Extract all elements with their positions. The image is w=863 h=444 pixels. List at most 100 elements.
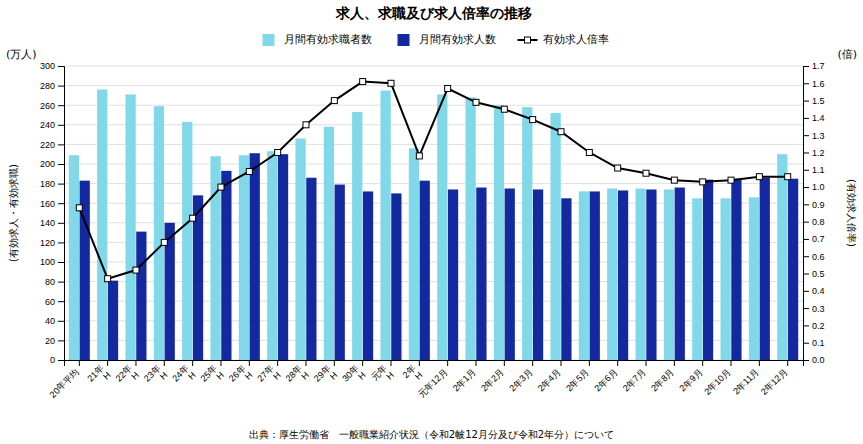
tick: 2年2月 bbox=[479, 360, 506, 393]
tick-label: 0.0 bbox=[812, 355, 825, 365]
marker bbox=[615, 165, 621, 171]
bar bbox=[590, 191, 600, 360]
tick: 元年12月 bbox=[416, 360, 449, 400]
bar bbox=[108, 281, 118, 360]
tick-label: 180 bbox=[40, 179, 55, 189]
tick-mark bbox=[58, 105, 64, 106]
tick: 240 bbox=[40, 120, 64, 130]
tick-label: 27年H bbox=[255, 363, 283, 391]
tick: 22年H bbox=[114, 360, 142, 391]
marker bbox=[105, 276, 111, 282]
tick-label: 23年H bbox=[142, 363, 170, 391]
tick: 280 bbox=[40, 81, 64, 91]
tick-mark bbox=[803, 152, 809, 153]
tick-label: 0.1 bbox=[812, 338, 825, 348]
bar bbox=[703, 180, 713, 360]
bar bbox=[731, 179, 741, 360]
tick: 40 bbox=[45, 316, 64, 326]
bar bbox=[646, 189, 656, 360]
grid-line bbox=[64, 144, 803, 145]
tick: 0.2 bbox=[803, 321, 825, 331]
tick-label: 0.3 bbox=[812, 303, 825, 313]
tick-label: 0.5 bbox=[812, 269, 825, 279]
tick-mark bbox=[362, 360, 363, 366]
tick: 24年H bbox=[170, 360, 198, 391]
tick: 1.6 bbox=[803, 79, 825, 89]
grid-line bbox=[64, 340, 803, 341]
tick: 1.4 bbox=[803, 113, 825, 123]
tick-label: 2年6月 bbox=[592, 367, 619, 394]
tick-label: 1.4 bbox=[812, 113, 825, 123]
axis-domain bbox=[804, 67, 810, 361]
tick-mark bbox=[447, 360, 448, 366]
tick-label: 2年2月 bbox=[479, 367, 506, 394]
tick-label: 26年H bbox=[227, 363, 255, 391]
tick-mark bbox=[803, 204, 809, 205]
tick-mark bbox=[803, 66, 809, 67]
tick-mark bbox=[504, 360, 505, 366]
tick-label: 2年3月 bbox=[507, 367, 534, 394]
tick: 100 bbox=[40, 257, 64, 267]
tick: 1.0 bbox=[803, 182, 825, 192]
line bbox=[79, 82, 787, 279]
bar bbox=[476, 188, 486, 360]
tick: 1.3 bbox=[803, 131, 825, 141]
tick: 2年3月 bbox=[507, 360, 534, 393]
tick: 2年4月 bbox=[536, 360, 563, 393]
marker bbox=[388, 80, 394, 86]
legend-swatch bbox=[398, 34, 410, 46]
tick-label: 2年H bbox=[400, 363, 424, 387]
tick: 2年9月 bbox=[677, 360, 704, 393]
bar bbox=[788, 179, 798, 360]
tick-label: 1.5 bbox=[812, 96, 825, 106]
tick-label: 300 bbox=[40, 61, 55, 71]
tick-label: 1.2 bbox=[812, 148, 825, 158]
tick-mark bbox=[803, 256, 809, 257]
bar bbox=[550, 113, 560, 360]
tick: 21年H bbox=[85, 360, 113, 391]
grid-line bbox=[64, 66, 803, 67]
bar bbox=[579, 191, 589, 360]
marker bbox=[246, 168, 252, 174]
tick-label: 20 bbox=[45, 336, 55, 346]
tick-label: 2年10月 bbox=[702, 367, 732, 397]
tick: 160 bbox=[40, 199, 64, 209]
tick-mark bbox=[135, 360, 136, 366]
tick-mark bbox=[803, 101, 809, 102]
tick-mark bbox=[532, 360, 533, 366]
tick-label: 220 bbox=[40, 140, 55, 150]
tick-mark bbox=[277, 360, 278, 366]
tick: 29年H bbox=[312, 360, 340, 391]
marker bbox=[756, 174, 762, 180]
tick-mark bbox=[803, 187, 809, 188]
tick-mark bbox=[759, 360, 760, 366]
bar bbox=[561, 198, 571, 360]
tick-label: 29年H bbox=[312, 363, 340, 391]
legend-item: 月間有効求人数 bbox=[398, 33, 496, 46]
tick-label: 24年H bbox=[170, 363, 198, 391]
grid-line bbox=[64, 164, 803, 165]
bar bbox=[182, 122, 192, 360]
tick: 2年8月 bbox=[649, 360, 676, 393]
tick: 2年12月 bbox=[759, 360, 789, 397]
bar-series bbox=[69, 90, 788, 360]
tick-mark bbox=[390, 360, 391, 366]
tick-mark bbox=[803, 274, 809, 275]
tick: 80 bbox=[45, 277, 64, 287]
tick: 2年11月 bbox=[731, 360, 761, 397]
bar bbox=[335, 185, 345, 360]
bar bbox=[154, 106, 164, 360]
tick-label: 60 bbox=[45, 297, 55, 307]
axis-title: (有効求人・有効求職) bbox=[8, 164, 19, 262]
tick-mark bbox=[58, 125, 64, 126]
grid-line bbox=[64, 262, 803, 263]
tick-label: 1.6 bbox=[812, 79, 825, 89]
bar bbox=[533, 189, 543, 360]
tick: 0.1 bbox=[803, 338, 825, 348]
tick-mark bbox=[803, 170, 809, 171]
bar bbox=[267, 151, 277, 360]
tick-label: 160 bbox=[40, 199, 55, 209]
tick-mark bbox=[803, 343, 809, 344]
marker bbox=[530, 117, 536, 123]
grid-line bbox=[64, 105, 803, 106]
